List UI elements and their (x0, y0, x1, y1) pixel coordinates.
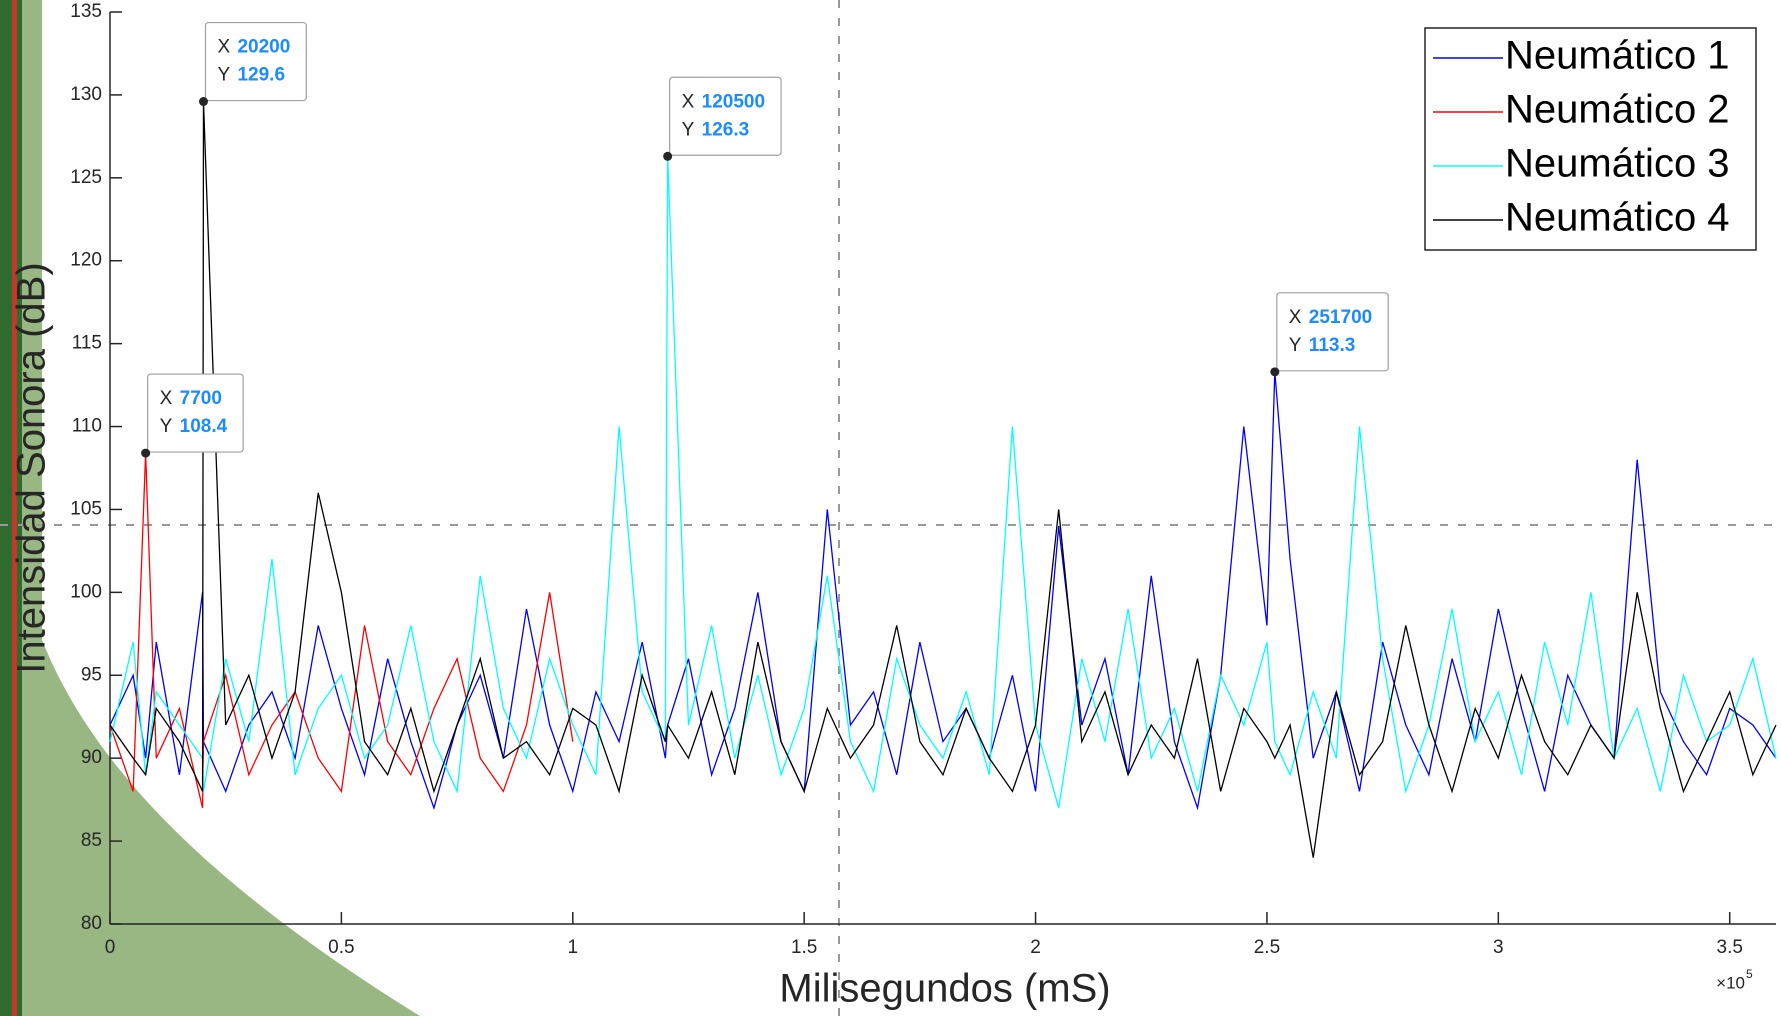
legend-label: Neumático 3 (1505, 142, 1730, 186)
datatip-y-label: Y (217, 65, 230, 86)
series-line (109, 101, 1777, 858)
datatip-y-label: Y (682, 119, 695, 140)
datatip-y-value: 108.4 (180, 416, 228, 437)
legend-label: Neumático 1 (1505, 34, 1730, 78)
datatip-y-value: 129.6 (237, 65, 285, 86)
datatip-x-value: 251700 (1309, 307, 1372, 328)
datatip: X 7700 Y 108.4 (141, 373, 244, 458)
datatip-y-label: Y (160, 416, 173, 437)
datatip-marker (1270, 367, 1280, 377)
datatip-box (204, 21, 307, 102)
y-tick-label: 135 (70, 1, 102, 22)
datatip-box (669, 76, 782, 156)
datatip-marker (663, 151, 673, 161)
y-tick-label: 125 (70, 167, 102, 188)
x-tick-label: 1.5 (791, 937, 817, 958)
series-line (109, 371, 1777, 811)
x-tick-label: 1 (567, 937, 578, 958)
datatip: X 120500 Y 126.3 (663, 76, 782, 161)
datatip-y-value: 126.3 (702, 119, 750, 140)
y-tick-label: 110 (72, 416, 102, 437)
y-tick-label: 105 (70, 498, 102, 519)
y-tick-label: 90 (81, 747, 102, 768)
datatip-marker (141, 448, 151, 458)
y-tick-label: 120 (70, 250, 102, 271)
x-multiplier-power: 5 (1746, 967, 1753, 981)
y-tick-label: 100 (70, 581, 102, 602)
x-multiplier: ×10 (1716, 973, 1745, 992)
datatip-x-label: X (217, 37, 230, 58)
datatip-x-value: 7700 (180, 388, 222, 409)
x-tick-label: 3.5 (1717, 937, 1743, 958)
datatip-x-value: 20200 (237, 37, 290, 58)
legend-box (1424, 27, 1757, 251)
x-tick-label: 2.5 (1254, 937, 1280, 958)
x-tick-label: 0.5 (328, 937, 354, 958)
datatip-x-label: X (160, 388, 173, 409)
x-tick-label: 2 (1030, 937, 1041, 958)
y-tick-label: 130 (70, 84, 102, 105)
datatip-x-label: X (1289, 307, 1302, 328)
datatip: X 20200 Y 129.6 (198, 21, 307, 107)
datatip-x-value: 120500 (702, 91, 765, 112)
datatip: X 251700 Y 113.3 (1270, 292, 1389, 377)
datatip-box (1276, 292, 1389, 372)
datatip-marker (198, 97, 208, 107)
red-strip (12, 0, 17, 1016)
y-axis-label: Intensidad Sonora (dB) (10, 262, 54, 673)
x-tick-label: 0 (105, 937, 116, 958)
y-tick-label: 80 (81, 913, 102, 934)
datatip-box (147, 373, 244, 453)
x-axis-label: Milisegundos (mS) (779, 967, 1110, 1011)
legend-label: Neumático 2 (1505, 88, 1730, 132)
datatip-x-label: X (682, 91, 695, 112)
series-line (109, 453, 574, 809)
x-tick-label: 3 (1493, 937, 1504, 958)
y-tick-label: 85 (81, 830, 102, 851)
y-tick-label: 95 (81, 664, 102, 685)
y-tick-label: 115 (72, 333, 102, 354)
datatip-y-label: Y (1289, 335, 1302, 356)
datatip-y-value: 113.3 (1309, 335, 1356, 356)
green-shape (0, 0, 420, 1016)
legend-label: Neumático 4 (1505, 196, 1730, 240)
